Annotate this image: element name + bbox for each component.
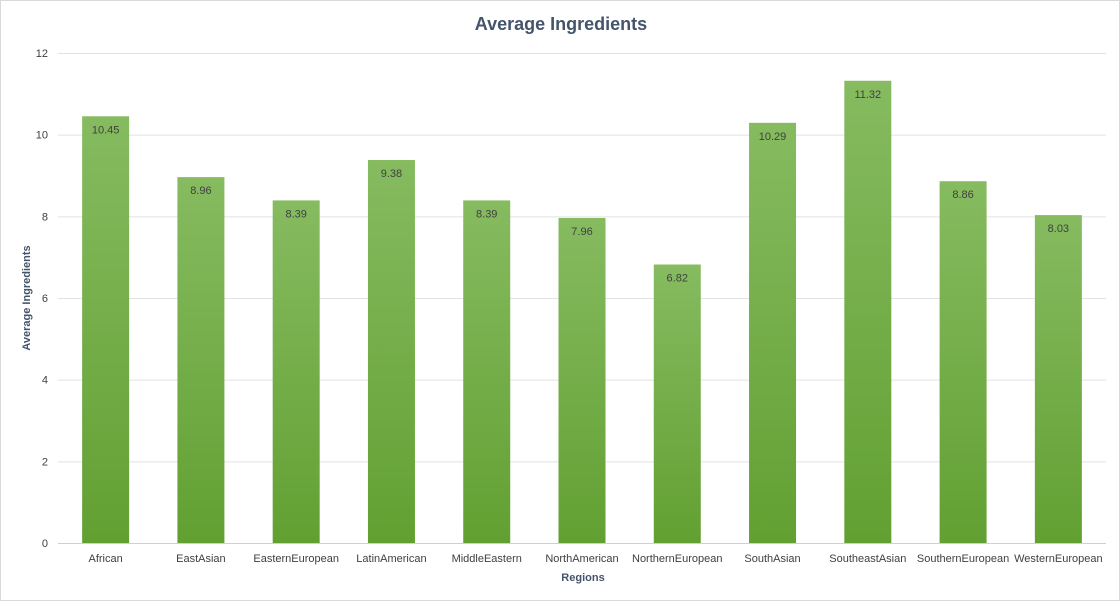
data-label: 8.86	[952, 189, 973, 201]
y-tick-label: 2	[42, 456, 48, 468]
data-label: 10.45	[92, 124, 120, 136]
y-axis-ticks: 0 2 4 6 8 10 12	[36, 48, 48, 550]
data-labels: 10.45 8.96 8.39 9.38 8.39 7.96 6.82 10.29 11.32 8…	[92, 89, 1069, 285]
bar	[82, 116, 130, 544]
chart-title: Average Ingredients	[475, 14, 647, 34]
data-label: 10.29	[759, 131, 787, 143]
y-axis-title: Average Ingredients	[21, 245, 33, 350]
bar	[177, 177, 225, 543]
data-label: 7.96	[571, 226, 592, 238]
bar	[367, 159, 415, 543]
x-category-label: SouthAsian	[744, 553, 800, 565]
x-category-label: NorthAmerican	[545, 553, 618, 565]
bar	[939, 181, 987, 543]
x-category-label: EasternEuropean	[253, 553, 339, 565]
y-tick-label: 4	[42, 375, 48, 387]
x-category-label: MiddleEastern	[452, 553, 522, 565]
y-tick-label: 12	[36, 48, 48, 60]
y-tick-label: 0	[42, 538, 48, 550]
y-tick-label: 10	[36, 130, 48, 142]
data-label: 9.38	[381, 168, 402, 180]
x-category-label: SouthernEuropean	[917, 553, 1009, 565]
data-label: 8.39	[476, 208, 497, 220]
bar	[1034, 215, 1082, 543]
x-category-label: SoutheastAsian	[829, 553, 906, 565]
y-tick-label: 8	[42, 211, 48, 223]
data-label: 11.32	[854, 89, 881, 101]
bar	[749, 122, 797, 543]
data-label: 8.39	[285, 208, 306, 220]
bars	[82, 80, 1082, 544]
x-category-label: African	[89, 553, 123, 565]
x-axis-categories: African EastAsian EasternEuropean LatinAmer…	[89, 553, 1103, 565]
data-label: 6.82	[667, 273, 688, 285]
bar	[463, 200, 511, 544]
x-category-label: EastAsian	[176, 553, 226, 565]
x-axis-title: Regions	[561, 572, 604, 584]
bar	[558, 217, 606, 543]
bar	[653, 264, 701, 543]
y-tick-label: 6	[42, 293, 48, 305]
data-label: 8.96	[190, 185, 211, 197]
bar	[272, 200, 320, 544]
data-label: 8.03	[1048, 223, 1069, 235]
bar	[844, 80, 892, 544]
x-category-label: NorthernEuropean	[632, 553, 723, 565]
x-category-label: LatinAmerican	[356, 553, 426, 565]
x-category-label: WesternEuropean	[1014, 553, 1102, 565]
